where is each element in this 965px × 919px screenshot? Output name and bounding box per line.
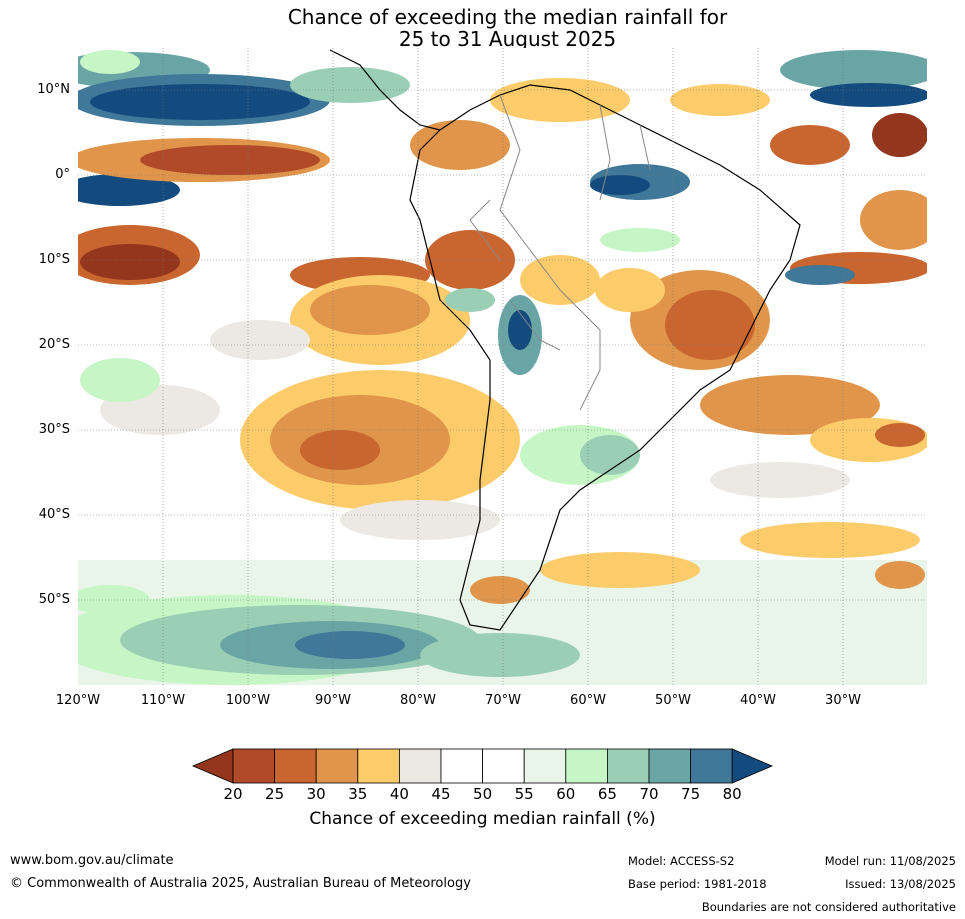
lon-label: 30°W [825, 693, 861, 708]
country-borders [469, 94, 651, 411]
lat-label: 20°S [38, 337, 70, 352]
lat-label: 40°S [38, 507, 70, 522]
colorbar-extend-low [191, 748, 234, 784]
colorbar-tick: 35 [348, 785, 368, 803]
coastline [409, 84, 801, 631]
colorbar-tick: 80 [722, 785, 742, 803]
lat-label: 10°N [37, 82, 70, 97]
colorbar-bin [607, 748, 650, 784]
colorbar-tick: 25 [265, 785, 285, 803]
colorbar-tick: 65 [597, 785, 617, 803]
colorbar-bin [357, 748, 400, 784]
lon-label: 100°W [225, 693, 271, 708]
map-title-line1: Chance of exceeding the median rainfall … [287, 5, 728, 29]
lat-label: 50°S [38, 592, 70, 607]
lat-label: 0° [55, 167, 70, 182]
lon-label: 40°W [740, 693, 776, 708]
lon-label: 110°W [140, 693, 186, 708]
colorbar-bin [565, 748, 608, 784]
colorbar-title: Chance of exceeding median rainfall (%) [309, 809, 656, 829]
copyright: © Commonwealth of Australia 2025, Austra… [10, 876, 471, 891]
colorbar-tick: 20 [223, 785, 243, 803]
map-title-line2: 25 to 31 August 2025 [398, 27, 617, 51]
lon-label: 90°W [315, 693, 351, 708]
colorbar-bin [232, 748, 275, 784]
colorbar-tick: 50 [473, 785, 493, 803]
model-name: Model: ACCESS-S2 [628, 854, 735, 868]
colorbar-bin [482, 748, 525, 784]
lat-label: 10°S [38, 252, 70, 267]
lat-label: 30°S [38, 422, 70, 437]
colorbar-tick: 30 [306, 785, 326, 803]
website-link[interactable]: www.bom.gov.au/climate [10, 853, 174, 868]
lon-label: 60°W [570, 693, 606, 708]
rainfall-field [78, 48, 927, 685]
colorbar-extend-high [731, 748, 774, 784]
colorbar-tick: 40 [389, 785, 409, 803]
base-period: Base period: 1981-2018 [628, 877, 767, 891]
colorbar-tick: 60 [556, 785, 576, 803]
colorbar-bin [398, 748, 442, 784]
colorbar-bin [648, 748, 691, 784]
colorbar-tick: 75 [681, 785, 701, 803]
central-america [329, 49, 441, 131]
issued-date: Issued: 13/08/2025 [845, 877, 956, 891]
colorbar-bin [523, 748, 567, 784]
colorbar-tick: 55 [514, 785, 534, 803]
colorbar-bin [440, 748, 483, 784]
lon-label: 70°W [485, 693, 521, 708]
model-run: Model run: 11/08/2025 [824, 854, 956, 868]
colorbar-tick: 70 [639, 785, 659, 803]
graticule [78, 48, 927, 685]
colorbar-bin [315, 748, 359, 784]
lon-label: 80°W [400, 693, 436, 708]
lon-label: 50°W [655, 693, 691, 708]
lon-label: 120°W [55, 693, 101, 708]
colorbar-tick: 45 [431, 785, 451, 803]
colorbar-bin [690, 748, 733, 784]
boundaries-note: Boundaries are not considered authoritat… [701, 900, 956, 914]
colorbar [191, 748, 774, 784]
colorbar-bin [274, 748, 317, 784]
